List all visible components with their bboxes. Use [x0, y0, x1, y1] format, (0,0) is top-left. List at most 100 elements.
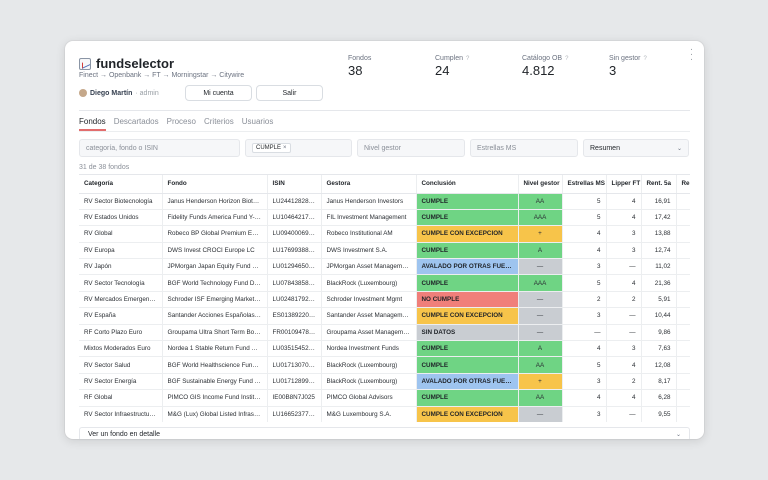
table-row[interactable]: RV Estados Unidos Fidelity Funds America … [79, 209, 690, 227]
cell-conclusion: AVALADO POR OTRAS FUENTES [416, 258, 519, 276]
table-row[interactable]: RV Europa DWS Invest CROCI Europe LC LU176… [79, 242, 690, 260]
tab-proceso[interactable]: Proceso [166, 117, 196, 126]
column-header[interactable]: Rent. 5a [641, 175, 677, 194]
cell-return-5y: 12,08 [641, 356, 677, 374]
cell-category: RV España [79, 307, 163, 325]
tab-fondos[interactable]: Fondos [79, 117, 106, 131]
column-header[interactable]: Re [676, 175, 690, 194]
cell-extra [676, 340, 690, 358]
cell-manager-level: AAA [518, 274, 563, 292]
cell-isin: LU1769938843 [267, 242, 322, 260]
cell-conclusion: CUMPLE [416, 389, 519, 407]
cell-manager-level: AA [518, 356, 563, 374]
search-input[interactable]: categoría, fondo o ISIN [79, 139, 240, 157]
cell-extra [676, 225, 690, 243]
table-row[interactable]: RF Corto Plazo Euro Groupama Ultra Short … [79, 324, 690, 342]
cell-stars: 3 [562, 258, 607, 276]
logout-button[interactable]: Salir [256, 85, 323, 101]
cell-conclusion: CUMPLE CON EXCEPCION [416, 406, 519, 422]
fund-detail-expander[interactable]: Ver un fondo en detalle ⌄ [79, 427, 690, 439]
cell-isin: LU0784385840 [267, 274, 322, 292]
column-header[interactable]: Categoría [79, 175, 163, 194]
table-row[interactable]: RV Sector Salud BGF World Healthscience F… [79, 356, 690, 374]
cell-extra [676, 242, 690, 260]
cell-return-5y: 21,36 [641, 274, 677, 292]
cell-manager: Schroder Investment Mgmt [321, 291, 417, 309]
metric-label: Cumplen [435, 55, 464, 62]
cell-manager-level: A [518, 340, 563, 358]
conclusion-filter[interactable]: CUMPLE × [245, 139, 352, 157]
cell-return-5y: 16,91 [641, 193, 677, 210]
metric-no-manager: Sin gestor? 3 [609, 55, 647, 78]
cell-stars: 5 [562, 356, 607, 374]
metric-label: Catálogo OB [522, 55, 563, 62]
cell-conclusion: CUMPLE [416, 209, 519, 227]
column-header[interactable]: Nivel gestor [518, 175, 563, 194]
cell-isin: IE00B8N7J025 [267, 389, 322, 407]
cell-category: Mixtos Moderados Euro [79, 340, 163, 358]
column-header[interactable]: Conclusión [416, 175, 519, 194]
cell-manager-level: + [518, 373, 563, 391]
cell-stars: 4 [562, 389, 607, 407]
cell-manager: Janus Henderson Investors [321, 193, 417, 210]
cell-lipper: 4 [606, 274, 642, 292]
cell-manager-level: AA [518, 389, 563, 407]
cell-fund: M&G (Lux) Global Listed Infrastr… [162, 406, 268, 422]
table-row[interactable]: RV Sector Infraestructuras M&G (Lux) Glob… [79, 406, 690, 422]
cell-extra [676, 307, 690, 325]
table-row[interactable]: RV Sector Energía BGF Sustainable Energy … [79, 373, 690, 391]
help-icon[interactable]: ? [643, 55, 647, 62]
column-header[interactable]: ISIN [267, 175, 322, 194]
cell-stars: 4 [562, 242, 607, 260]
cell-conclusion: CUMPLE CON EXCEPCION [416, 225, 519, 243]
table-row[interactable]: RV Sector Biotecnología Janus Henderson H… [79, 193, 690, 210]
cell-return-5y: 8,17 [641, 373, 677, 391]
chart-icon [79, 57, 91, 70]
table-row[interactable]: RV España Santander Acciones Españolas … E… [79, 307, 690, 325]
table-row[interactable]: RF Global PIMCO GIS Income Fund Instituti… [79, 389, 690, 407]
cell-stars: 3 [562, 307, 607, 325]
table-row[interactable]: Mixtos Moderados Euro Nordea 1 Stable Ret… [79, 340, 690, 358]
table-row[interactable]: RV Mercados Emergentes Schroder ISF Emerg… [79, 291, 690, 309]
more-menu-icon[interactable]: · · · [689, 44, 693, 65]
cell-extra [676, 406, 690, 422]
my-account-button[interactable]: Mi cuenta [185, 85, 252, 101]
chevron-down-icon: ⌄ [675, 431, 681, 438]
cell-manager: Nordea Investment Funds [321, 340, 417, 358]
close-icon[interactable]: × [283, 145, 287, 151]
cell-conclusion: CUMPLE [416, 274, 519, 292]
metric-funds: Fondos 38 [348, 55, 371, 78]
app-title: fundselector [96, 56, 175, 71]
cell-isin: FR0010947898 [267, 324, 322, 342]
column-header[interactable]: Gestora [321, 175, 417, 194]
cell-category: RV Global [79, 225, 163, 243]
cell-stars: — [562, 324, 607, 342]
tab-descartados[interactable]: Descartados [113, 117, 159, 126]
column-header[interactable]: Estrellas MS [562, 175, 607, 194]
manager-level-filter[interactable]: Nivel gestor [357, 139, 465, 157]
cell-fund: Fidelity Funds America Fund Y-… [162, 209, 268, 227]
view-select[interactable]: Resumen ⌄ [583, 139, 689, 157]
cell-stars: 5 [562, 193, 607, 210]
cell-manager-level: AA [518, 193, 563, 210]
help-icon[interactable]: ? [466, 55, 470, 62]
cell-fund: BGF Sustainable Energy Fund A… [162, 373, 268, 391]
tab-usuarios[interactable]: Usuarios [241, 117, 274, 126]
table-row[interactable]: RV Japón JPMorgan Japan Equity Fund C … LU… [79, 258, 690, 276]
stars-filter[interactable]: Estrellas MS [470, 139, 578, 157]
cell-return-5y: 9,86 [641, 324, 677, 342]
cell-isin: LU0940006954 [267, 225, 322, 243]
column-header[interactable]: Lipper FT [606, 175, 642, 194]
help-icon[interactable]: ? [565, 55, 569, 62]
cell-conclusion: CUMPLE [416, 356, 519, 374]
column-header[interactable]: Fondo [162, 175, 268, 194]
table-row[interactable]: RV Sector Tecnología BGF World Technology… [79, 274, 690, 292]
tab-criterios[interactable]: Criterios [203, 117, 234, 126]
cell-return-5y: 13,88 [641, 225, 677, 243]
cell-extra [676, 274, 690, 292]
cell-category: RF Global [79, 389, 163, 407]
cell-lipper: 4 [606, 389, 642, 407]
cell-lipper: — [606, 307, 642, 325]
cell-fund: Santander Acciones Españolas … [162, 307, 268, 325]
table-row[interactable]: RV Global Robeco BP Global Premium Equi… L… [79, 225, 690, 243]
